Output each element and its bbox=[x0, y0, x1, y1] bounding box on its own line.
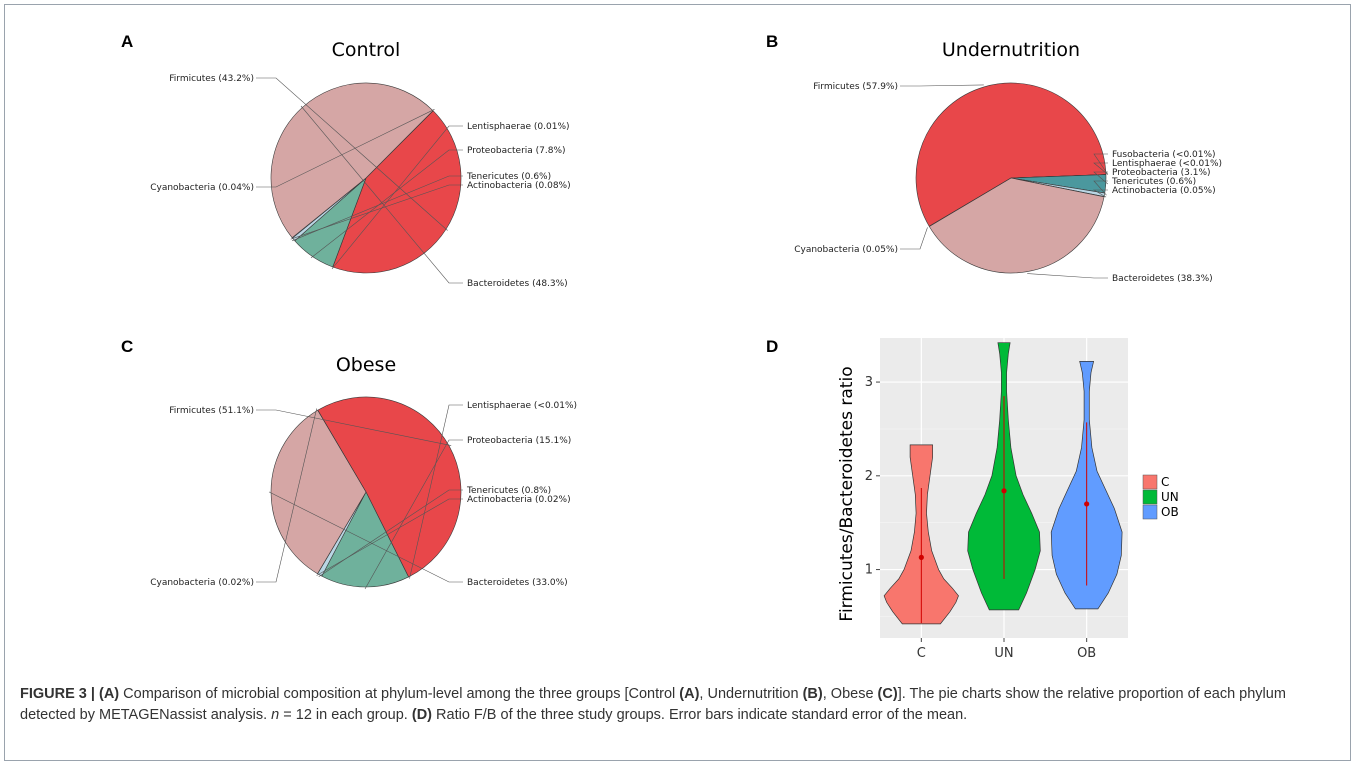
caption-ref-a: (A) bbox=[679, 686, 700, 702]
pie-leader-line bbox=[310, 149, 463, 259]
pie-leader-line bbox=[256, 408, 317, 583]
pie-leader-line bbox=[900, 84, 984, 87]
pie-leader-line bbox=[1093, 171, 1108, 185]
pie-slice-cyanobacteria bbox=[365, 110, 434, 179]
pie-label-actinobacteria: Actinobacteria (0.02%) bbox=[467, 495, 571, 505]
violin-y-tick-label: 2 bbox=[865, 469, 873, 484]
pie-label-cyanobacteria: Cyanobacteria (0.05%) bbox=[794, 245, 898, 255]
pie-leader-line bbox=[1093, 162, 1109, 175]
pie-label-firmicutes: Firmicutes (43.2%) bbox=[169, 74, 254, 84]
violin-x-tick-label-ob: OB bbox=[1077, 646, 1096, 661]
caption-text-1: Comparison of microbial composition at p… bbox=[119, 686, 680, 702]
pie-label-bacteroidetes: Bacteroidetes (38.3%) bbox=[1112, 274, 1213, 284]
pie-leader-line bbox=[300, 105, 463, 284]
pie-leader-line bbox=[331, 125, 463, 270]
pie-title-control: Control bbox=[332, 39, 401, 61]
pie-label-lentisphaerae: Lentisphaerae (0.01%) bbox=[467, 122, 570, 132]
pie-label-cyanobacteria: Cyanobacteria (0.04%) bbox=[150, 183, 254, 193]
pie-slice-bacteroidetes bbox=[270, 409, 367, 575]
caption-tag-a: (A) bbox=[99, 686, 120, 702]
pie-chart-undernutrition: Undernutrition Firmicutes (57.9%) Fusobact… bbox=[794, 39, 1222, 284]
pie-leader-line bbox=[290, 184, 463, 240]
caption-n-variable: n bbox=[271, 707, 280, 723]
pie-label-tenericutes: Tenericutes (0.8%) bbox=[466, 486, 551, 496]
panel-label-d: D bbox=[766, 337, 778, 356]
pie-label-proteobacteria: Proteobacteria (15.1%) bbox=[467, 436, 571, 446]
pie-label-actinobacteria: Actinobacteria (0.08%) bbox=[467, 181, 571, 191]
pie-leader-line bbox=[1093, 153, 1109, 175]
pie-label-bacteroidetes: Bacteroidetes (48.3%) bbox=[467, 279, 568, 289]
pie-label-firmicutes: Firmicutes (51.1%) bbox=[169, 406, 254, 416]
pie-leader-line bbox=[1093, 180, 1108, 196]
pie-leader-line bbox=[1092, 189, 1108, 198]
pie-leader-line bbox=[409, 404, 463, 579]
caption-text-6: Ratio F/B of the three study groups. Err… bbox=[432, 707, 968, 723]
panel-label-c: C bbox=[121, 337, 133, 356]
pie-slice-firmicutes bbox=[317, 396, 462, 578]
pie-leader-line bbox=[318, 489, 463, 577]
caption-text-3: , Obese bbox=[822, 686, 878, 702]
violin-y-axis-label: Firmicutes/Bacteroidetes ratio bbox=[837, 366, 857, 621]
pie-chart-control: Control Firmicutes (43.2%) Lentisphaerae (… bbox=[150, 39, 570, 289]
legend-key-c bbox=[1142, 474, 1158, 490]
pie-title-obese: Obese bbox=[336, 354, 396, 376]
pie-leader-line bbox=[900, 227, 928, 250]
legend-key-ob bbox=[1142, 504, 1158, 520]
violin-mean-point-un bbox=[1001, 488, 1007, 494]
pie-slice-firmicutes bbox=[915, 82, 1107, 227]
caption-tag-d: (D) bbox=[411, 707, 433, 723]
legend-label-ob: OB bbox=[1161, 505, 1179, 519]
pie-title-undernutrition: Undernutrition bbox=[942, 39, 1080, 61]
pie-slice-bacteroidetes bbox=[928, 177, 1105, 274]
pie-label-bacteroidetes: Bacteroidetes (33.0%) bbox=[467, 578, 568, 588]
figure-canvas: A B C D Control Firmicutes (43.2%) Lentisp… bbox=[121, 32, 1222, 661]
pie-leader-line bbox=[256, 409, 452, 446]
panel-label-a: A bbox=[121, 32, 133, 51]
violin-y-tick-label: 3 bbox=[865, 375, 873, 390]
pie-label-lentisphaerae: Lentisphaerae (<0.01%) bbox=[1112, 159, 1222, 169]
pie-chart-obese: Obese Firmicutes (51.1%) Lentisphaerae (<0… bbox=[150, 354, 577, 590]
violin-mean-point-ob bbox=[1084, 501, 1090, 507]
pie-label-cyanobacteria: Cyanobacteria (0.02%) bbox=[150, 578, 254, 588]
caption-text-2: , Undernutrition bbox=[699, 686, 803, 702]
pie-leader-line bbox=[364, 439, 463, 590]
panel-label-b: B bbox=[766, 32, 778, 51]
pie-leader-line bbox=[256, 109, 435, 188]
caption-ref-c: (C) bbox=[877, 686, 898, 702]
pie-slice-cyanobacteria bbox=[317, 409, 367, 493]
pie-leader-line bbox=[268, 491, 463, 583]
violin-x-tick-label-c: C bbox=[917, 646, 926, 661]
caption-text-4: ]. The pie charts show the relative prop… bbox=[20, 686, 1286, 723]
pie-label-actinobacteria: Actinobacteria (0.05%) bbox=[1112, 186, 1216, 196]
legend-key-un bbox=[1142, 489, 1158, 505]
pie-label-proteobacteria: Proteobacteria (3.1%) bbox=[1112, 168, 1211, 178]
legend-label-c: C bbox=[1161, 475, 1169, 489]
violin-y-tick-label: 1 bbox=[865, 563, 873, 578]
figure-caption: FIGURE 3 | (A) Comparison of microbial c… bbox=[20, 684, 1335, 726]
pie-label-proteobacteria: Proteobacteria (7.8%) bbox=[467, 146, 566, 156]
pie-leader-line bbox=[256, 77, 448, 231]
caption-text-5: = 12 in each group. bbox=[279, 707, 412, 723]
pie-label-tenericutes: Tenericutes (0.6%) bbox=[466, 172, 551, 182]
figure-frame bbox=[4, 4, 1351, 761]
legend-label-un: UN bbox=[1161, 490, 1179, 504]
pie-label-tenericutes: Tenericutes (0.6%) bbox=[1111, 177, 1196, 187]
caption-ref-b: (B) bbox=[802, 686, 823, 702]
violin-x-tick-label-un: UN bbox=[994, 646, 1013, 661]
pie-label-firmicutes: Firmicutes (57.9%) bbox=[813, 82, 898, 92]
pie-leader-line bbox=[1027, 273, 1108, 279]
pie-slice-cyanobacteria bbox=[928, 177, 1012, 227]
pie-label-fusobacteria: Fusobacteria (<0.01%) bbox=[1112, 150, 1216, 160]
pie-slice-proteobacteria bbox=[321, 491, 409, 588]
caption-figure-label: FIGURE 3 | bbox=[20, 686, 99, 702]
pie-label-lentisphaerae: Lentisphaerae (<0.01%) bbox=[467, 401, 577, 411]
violin-mean-point-c bbox=[918, 554, 924, 560]
pie-leader-line bbox=[291, 175, 463, 242]
pie-leader-line bbox=[316, 498, 463, 576]
